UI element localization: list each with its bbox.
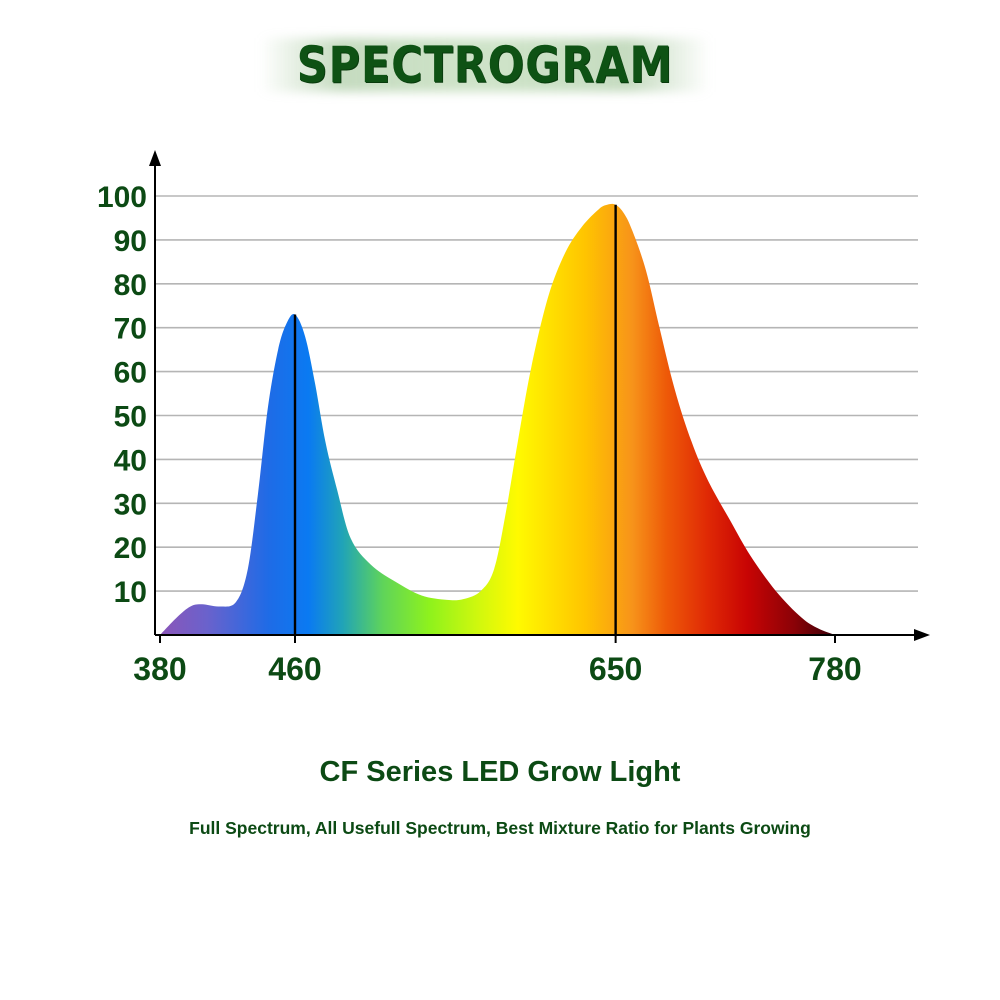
x-tick-label-780: 780 bbox=[808, 651, 861, 687]
tagline: Full Spectrum, All Usefull Spectrum, Bes… bbox=[189, 818, 811, 838]
y-tick-label-100: 100 bbox=[97, 181, 147, 214]
label-layer: 10 20 30 40 50 60 70 80 90 100 380 460 650 780 bbox=[97, 181, 862, 687]
y-tick-label-90: 90 bbox=[114, 225, 147, 258]
spectrum-area bbox=[160, 203, 835, 635]
product-name: CF Series LED Grow Light bbox=[319, 756, 681, 788]
x-tick-label-380: 380 bbox=[133, 651, 186, 687]
y-axis-arrow bbox=[149, 150, 161, 166]
axis-layer bbox=[149, 150, 930, 643]
y-tick-label-50: 50 bbox=[114, 401, 147, 434]
y-tick-label-80: 80 bbox=[114, 269, 147, 302]
peak-layer bbox=[293, 204, 617, 635]
x-tick-label-650: 650 bbox=[589, 651, 642, 687]
x-tick-label-460: 460 bbox=[268, 651, 321, 687]
y-tick-label-70: 70 bbox=[114, 313, 147, 346]
y-tick-label-40: 40 bbox=[114, 444, 147, 477]
title-banner: SPECTROGRAM bbox=[260, 30, 710, 100]
page-title: SPECTROGRAM bbox=[296, 36, 674, 94]
y-tick-label-30: 30 bbox=[114, 488, 147, 521]
x-axis-arrow bbox=[914, 629, 930, 641]
y-tick-label-60: 60 bbox=[114, 357, 147, 390]
title-glow bbox=[260, 38, 710, 92]
y-tick-label-10: 10 bbox=[114, 576, 147, 609]
y-tick-label-20: 20 bbox=[114, 532, 147, 565]
